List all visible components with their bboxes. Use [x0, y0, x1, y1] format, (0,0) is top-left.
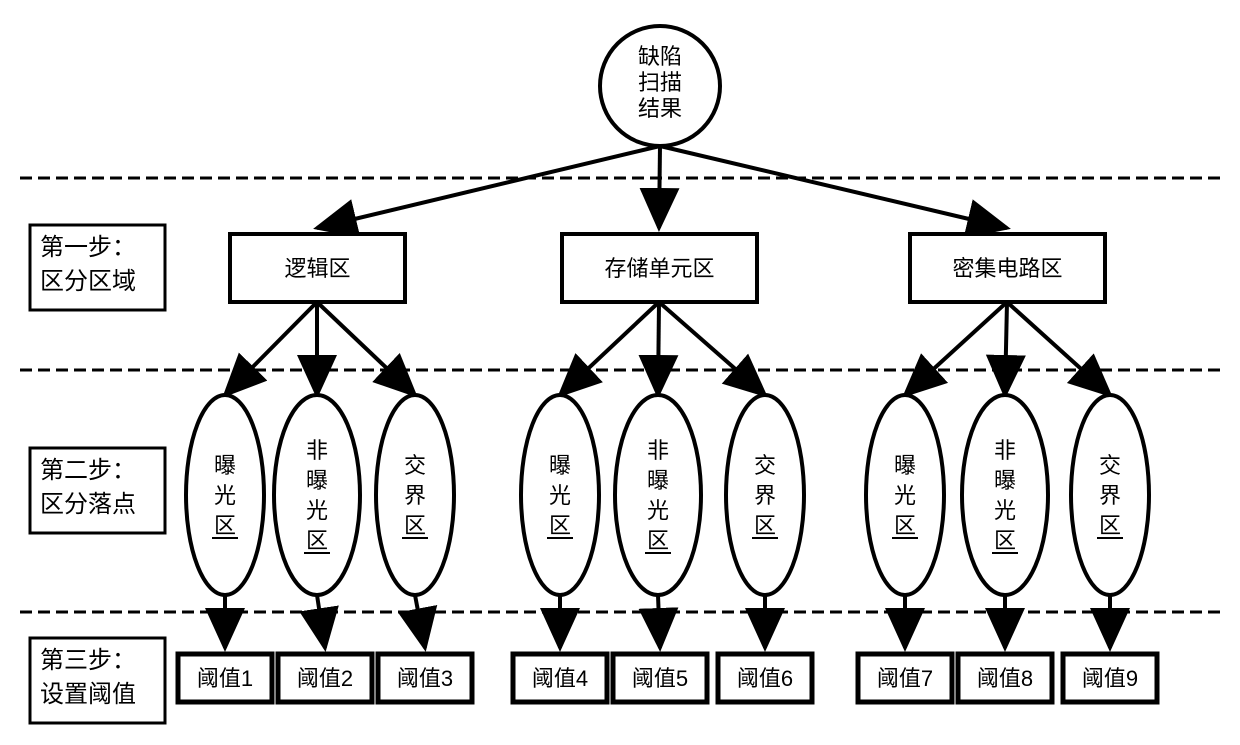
- level2-label-0-char-1: 光: [214, 483, 236, 508]
- level3-label-0: 阈值1: [197, 666, 253, 691]
- root-label-line-1: 扫描: [638, 70, 682, 95]
- edge-l1-l2-8: [1007, 302, 1110, 395]
- level2-label-6-char-2: 区: [894, 513, 916, 538]
- edge-l1-l2-4: [658, 302, 659, 395]
- edge-root-l1-1: [659, 146, 660, 228]
- edge-l2-l3-4: [658, 595, 660, 648]
- level2-ellipse-4: [615, 395, 701, 595]
- edge-l1-l2-3: [560, 302, 659, 395]
- edge-l1-l2-0: [225, 302, 317, 395]
- level2-label-2-char-0: 交: [404, 453, 426, 478]
- edge-l1-l2-5: [659, 302, 765, 395]
- edge-l1-l2-7: [1005, 302, 1007, 395]
- level2-label-3-char-1: 光: [549, 483, 571, 508]
- level2-label-1-char-0: 非: [306, 438, 328, 463]
- level2-label-8-char-0: 交: [1099, 453, 1121, 478]
- level2-label-5-char-2: 区: [754, 513, 776, 538]
- level2-label-7-char-1: 曝: [994, 468, 1016, 493]
- level1-label-0: 逻辑区: [284, 256, 350, 281]
- step-label-line2-3: 设置阈值: [40, 681, 136, 708]
- level2-label-3-char-0: 曝: [549, 453, 571, 478]
- level2-label-6-char-0: 曝: [894, 453, 916, 478]
- level1-label-1: 存储单元区: [604, 256, 714, 281]
- level3-label-7: 阈值8: [977, 666, 1033, 691]
- level2-ellipse-1: [274, 395, 360, 595]
- level2-label-0-char-0: 曝: [214, 453, 236, 478]
- level1-label-2: 密集电路区: [952, 256, 1062, 281]
- level2-label-4-char-2: 光: [647, 498, 669, 523]
- level2-label-8-char-2: 区: [1099, 513, 1121, 538]
- root-label-line-0: 缺陷: [638, 44, 682, 69]
- level2-label-4-char-3: 区: [647, 528, 669, 553]
- level3-label-8: 阈值9: [1082, 666, 1138, 691]
- level2-ellipse-7: [962, 395, 1048, 595]
- level2-label-2-char-1: 界: [404, 483, 426, 508]
- level2-label-3-char-2: 区: [549, 513, 571, 538]
- level3-label-6: 阈值7: [877, 666, 933, 691]
- edge-root-l1-0: [317, 146, 660, 228]
- level2-label-5-char-1: 界: [754, 483, 776, 508]
- step-label-line2-1: 区分区域: [40, 268, 136, 295]
- level2-label-7-char-3: 区: [994, 528, 1016, 553]
- level3-label-4: 阈值5: [632, 666, 688, 691]
- level2-label-1-char-1: 曝: [306, 468, 328, 493]
- level2-label-5-char-0: 交: [754, 453, 776, 478]
- level2-label-8-char-1: 界: [1099, 483, 1121, 508]
- level2-label-6-char-1: 光: [894, 483, 916, 508]
- level3-label-2: 阈值3: [397, 666, 453, 691]
- level3-label-1: 阈值2: [297, 666, 353, 691]
- level2-label-2-char-2: 区: [404, 513, 426, 538]
- edge-l1-l2-6: [905, 302, 1007, 395]
- level2-label-7-char-2: 光: [994, 498, 1016, 523]
- root-label-line-2: 结果: [638, 96, 682, 121]
- step-label-line1-1: 第一步：: [40, 234, 136, 261]
- edge-root-l1-2: [660, 146, 1007, 228]
- tree-diagram: 缺陷扫描结果第一步： 区分区域第二步： 区分落点第三步： 设置阈值 逻辑区 存储单元区 密集…: [0, 0, 1240, 745]
- level2-label-0-char-2: 区: [214, 513, 236, 538]
- step-label-line1-2: 第二步：: [40, 457, 136, 484]
- level3-label-5: 阈值6: [737, 666, 793, 691]
- step-label-line1-3: 第三步：: [40, 647, 136, 674]
- edge-l1-l2-2: [317, 302, 415, 395]
- edge-l2-l3-1: [317, 595, 325, 648]
- level2-label-4-char-0: 非: [647, 438, 669, 463]
- level2-label-4-char-1: 曝: [647, 468, 669, 493]
- level3-label-3: 阈值4: [532, 666, 588, 691]
- level2-label-1-char-2: 光: [306, 498, 328, 523]
- step-label-line2-2: 区分落点: [40, 491, 136, 518]
- level2-label-7-char-0: 非: [994, 438, 1016, 463]
- edge-l2-l3-2: [415, 595, 425, 648]
- level2-label-1-char-3: 区: [306, 528, 328, 553]
